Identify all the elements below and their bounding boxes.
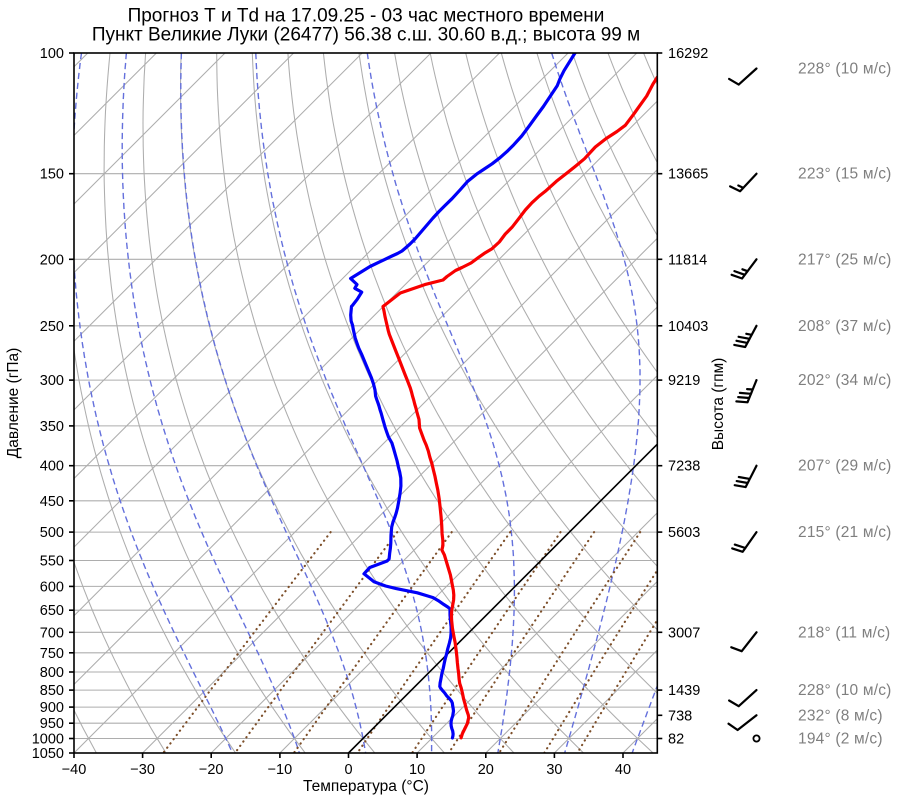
svg-text:−30: −30 bbox=[130, 762, 155, 778]
svg-text:550: 550 bbox=[40, 554, 64, 570]
svg-text:1050: 1050 bbox=[32, 746, 64, 762]
svg-text:228° (10 м/с): 228° (10 м/с) bbox=[798, 61, 892, 78]
svg-text:82: 82 bbox=[668, 732, 684, 748]
svg-text:250: 250 bbox=[40, 319, 64, 335]
svg-text:10: 10 bbox=[409, 762, 425, 778]
svg-text:950: 950 bbox=[40, 716, 64, 732]
svg-text:750: 750 bbox=[40, 646, 64, 662]
svg-text:218° (11 м/с): 218° (11 м/с) bbox=[798, 624, 890, 641]
svg-text:Пункт Великие Луки (26477) 56.: Пункт Великие Луки (26477) 56.38 с.ш. 30… bbox=[92, 25, 640, 46]
svg-text:400: 400 bbox=[40, 459, 64, 475]
svg-text:9219: 9219 bbox=[668, 373, 700, 389]
svg-text:10403: 10403 bbox=[668, 319, 708, 335]
svg-text:738: 738 bbox=[668, 708, 692, 724]
svg-text:200: 200 bbox=[40, 252, 64, 268]
svg-text:215° (21 м/с): 215° (21 м/с) bbox=[798, 524, 892, 541]
svg-text:0: 0 bbox=[344, 762, 352, 778]
svg-text:20: 20 bbox=[478, 762, 494, 778]
svg-text:−40: −40 bbox=[62, 762, 87, 778]
svg-text:232° (8 м/с): 232° (8 м/с) bbox=[798, 707, 883, 724]
svg-text:30: 30 bbox=[546, 762, 562, 778]
svg-text:Давление (гПа): Давление (гПа) bbox=[5, 348, 22, 459]
svg-text:Температура (°C): Температура (°C) bbox=[303, 778, 429, 795]
svg-text:650: 650 bbox=[40, 603, 64, 619]
svg-text:207° (29 м/с): 207° (29 м/с) bbox=[798, 458, 892, 475]
svg-text:−10: −10 bbox=[268, 762, 293, 778]
svg-text:500: 500 bbox=[40, 525, 64, 541]
svg-text:228° (10 м/с): 228° (10 м/с) bbox=[798, 682, 892, 699]
svg-text:300: 300 bbox=[40, 373, 64, 389]
svg-text:Прогноз Т и Td на 17.09.25 - 0: Прогноз Т и Td на 17.09.25 - 03 час мест… bbox=[128, 6, 605, 27]
svg-text:350: 350 bbox=[40, 419, 64, 435]
svg-text:5603: 5603 bbox=[668, 525, 700, 541]
svg-text:13665: 13665 bbox=[668, 167, 708, 183]
svg-text:194° (2 м/с): 194° (2 м/с) bbox=[798, 731, 883, 748]
svg-text:Высота (гпм): Высота (гпм) bbox=[710, 358, 727, 451]
svg-text:3007: 3007 bbox=[668, 625, 700, 641]
svg-text:1439: 1439 bbox=[668, 683, 700, 699]
svg-text:7238: 7238 bbox=[668, 459, 700, 475]
svg-text:1000: 1000 bbox=[32, 732, 64, 748]
svg-text:850: 850 bbox=[40, 683, 64, 699]
svg-text:900: 900 bbox=[40, 700, 64, 716]
svg-text:40: 40 bbox=[615, 762, 631, 778]
svg-text:800: 800 bbox=[40, 665, 64, 681]
svg-text:600: 600 bbox=[40, 579, 64, 595]
svg-text:450: 450 bbox=[40, 494, 64, 510]
svg-text:202° (34 м/с): 202° (34 м/с) bbox=[798, 372, 892, 389]
svg-text:100: 100 bbox=[40, 46, 64, 62]
svg-text:11814: 11814 bbox=[668, 252, 707, 268]
svg-text:150: 150 bbox=[40, 167, 64, 183]
svg-text:208° (37 м/с): 208° (37 м/с) bbox=[798, 318, 892, 335]
svg-text:−20: −20 bbox=[199, 762, 224, 778]
svg-text:217° (25 м/с): 217° (25 м/с) bbox=[798, 251, 892, 268]
svg-text:223° (15 м/с): 223° (15 м/с) bbox=[798, 166, 892, 183]
svg-text:16292: 16292 bbox=[668, 46, 708, 62]
svg-text:700: 700 bbox=[40, 625, 64, 641]
